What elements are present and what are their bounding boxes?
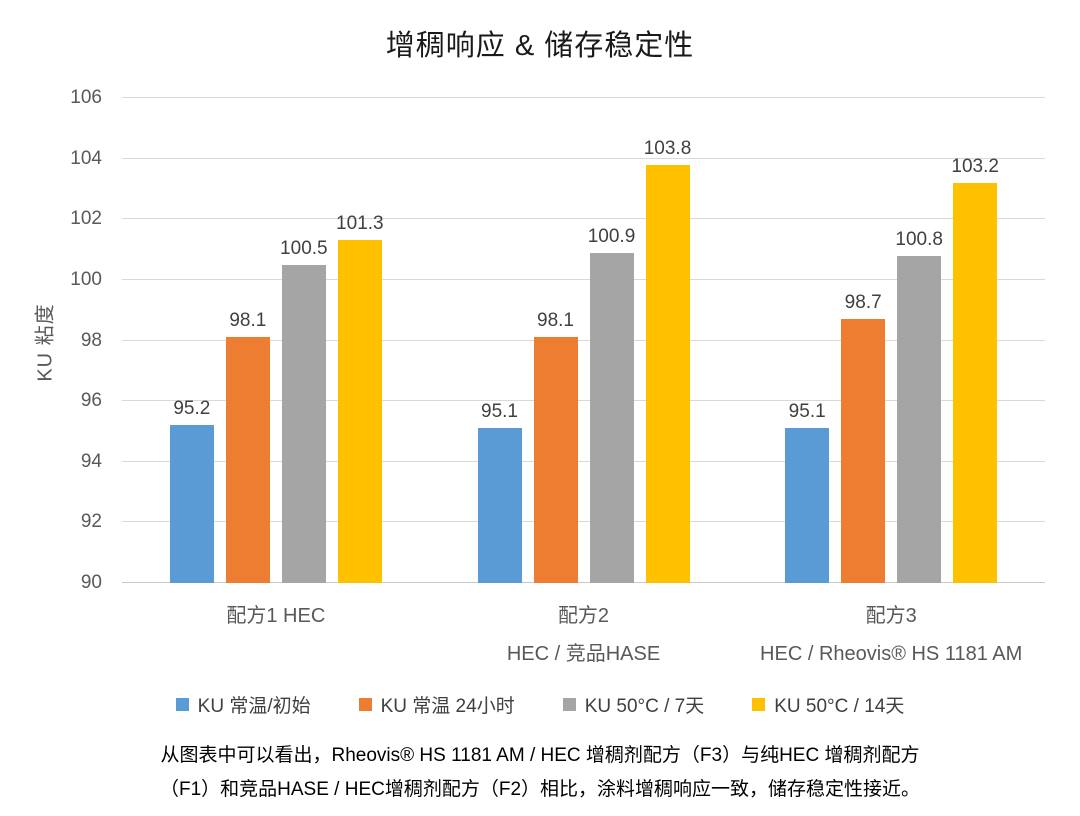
bar: 95.1 bbox=[785, 401, 830, 583]
y-tick-label: 106 bbox=[70, 87, 102, 108]
bar: 103.8 bbox=[644, 138, 691, 583]
bar-group: 95.2 98.1 100.5 101.3 bbox=[122, 98, 430, 583]
y-tick-label: 96 bbox=[80, 390, 102, 412]
bar: 100.8 bbox=[895, 229, 943, 583]
bar: 100.9 bbox=[588, 226, 635, 583]
legend-swatch bbox=[752, 698, 766, 711]
gridline bbox=[122, 339, 1045, 341]
bar-value-label: 100.9 bbox=[587, 225, 636, 247]
legend-label: KU 50°C / 14天 bbox=[774, 696, 905, 717]
bar-value-label: 98.1 bbox=[229, 310, 267, 332]
legend: KU 常温/初始 KU 常温 24小时 KU 50°C / 7天 KU 50°C / … bbox=[0, 691, 1080, 718]
legend-swatch bbox=[175, 698, 189, 711]
bar-value-label: 103.2 bbox=[951, 155, 999, 177]
x-axis-labels: 配方1 HEC 配方2 HEC / 竞品HASE 配方3 HEC / Rheovis® … bbox=[122, 597, 1045, 673]
legend-item: KU 常温/初始 bbox=[175, 691, 311, 718]
bar-group: 95.1 98.1 100.9 103.8 bbox=[430, 98, 738, 583]
x-category-line: 配方2 bbox=[557, 605, 610, 627]
y-tick-label: 100 bbox=[70, 268, 102, 290]
legend-item: KU 50°C / 7天 bbox=[562, 691, 705, 718]
y-tick-label: 104 bbox=[70, 147, 102, 169]
gridline bbox=[122, 521, 1045, 523]
bar-value-label: 95.1 bbox=[481, 401, 518, 423]
footnote: 从图表中可以看出，Rheovis® HS 1181 AM / HEC 增稠剂配方… bbox=[0, 739, 1080, 807]
bar-value-label: 98.7 bbox=[844, 292, 882, 314]
legend-swatch bbox=[562, 698, 576, 711]
x-category-line: HEC / 竞品HASE bbox=[506, 643, 661, 665]
bar-value-label: 103.8 bbox=[643, 137, 692, 159]
legend-label: KU 常温/初始 bbox=[197, 696, 311, 717]
bar-value-label: 100.5 bbox=[280, 237, 328, 259]
bar-group: 95.1 98.7 100.8 103.2 bbox=[737, 98, 1045, 583]
bar-value-label: 98.1 bbox=[537, 310, 574, 332]
y-axis-ticks: 90 92 94 96 98 100 102 104 106 bbox=[30, 87, 102, 593]
bar: 103.2 bbox=[951, 156, 999, 583]
gridline bbox=[122, 582, 1045, 583]
gridline bbox=[122, 400, 1045, 402]
legend-label: KU 50°C / 7天 bbox=[584, 696, 705, 717]
x-category-label: 配方1 HEC bbox=[122, 597, 430, 673]
y-tick-label: 90 bbox=[80, 572, 102, 593]
y-tick-label: 102 bbox=[70, 208, 102, 230]
bar: 98.1 bbox=[225, 310, 270, 583]
gridline bbox=[122, 157, 1045, 159]
bar: 98.7 bbox=[841, 292, 886, 583]
bar-value-label: 101.3 bbox=[336, 213, 384, 235]
gridline bbox=[122, 460, 1045, 462]
bar: 100.5 bbox=[280, 238, 328, 583]
gridline bbox=[122, 218, 1045, 220]
x-category-line: 配方3 bbox=[865, 605, 917, 627]
legend-item: KU 50°C / 14天 bbox=[752, 691, 904, 718]
gridline bbox=[122, 97, 1045, 98]
bar: 95.1 bbox=[477, 401, 522, 583]
bar-groups: 95.2 98.1 100.5 101.3 95.1 98.1 100.9 103.8 95.1… bbox=[122, 98, 1045, 583]
legend-item: KU 常温 24小时 bbox=[358, 691, 515, 718]
bar: 98.1 bbox=[533, 310, 578, 583]
y-tick-label: 94 bbox=[80, 450, 102, 472]
footnote-line-2: （F1）和竞品HASE / HEC增稠剂配方（F2）相比，涂料增稠响应一致，储存… bbox=[159, 779, 921, 800]
bar-value-label: 100.8 bbox=[895, 228, 943, 250]
x-category-line: HEC / Rheovis® HS 1181 AM bbox=[760, 643, 1023, 665]
x-category-label: 配方3 HEC / Rheovis® HS 1181 AM bbox=[737, 597, 1045, 673]
x-category-line: 配方1 HEC bbox=[226, 605, 326, 627]
gridline bbox=[122, 278, 1045, 280]
legend-swatch bbox=[358, 698, 372, 711]
plot-area: 95.2 98.1 100.5 101.3 95.1 98.1 100.9 103.8 95.1… bbox=[122, 97, 1045, 583]
x-category-label: 配方2 HEC / 竞品HASE bbox=[430, 597, 738, 673]
bar: 101.3 bbox=[336, 213, 384, 583]
y-tick-label: 98 bbox=[80, 329, 102, 351]
y-tick-label: 92 bbox=[80, 511, 102, 533]
footnote-line-1: 从图表中可以看出，Rheovis® HS 1181 AM / HEC 增稠剂配方… bbox=[160, 745, 920, 766]
bar-value-label: 95.1 bbox=[788, 401, 826, 423]
bar-value-label: 95.2 bbox=[173, 398, 211, 420]
bar: 95.2 bbox=[169, 398, 214, 583]
legend-label: KU 常温 24小时 bbox=[380, 696, 515, 717]
chart-title: 增稠响应 & 储存稳定性 bbox=[385, 30, 695, 62]
